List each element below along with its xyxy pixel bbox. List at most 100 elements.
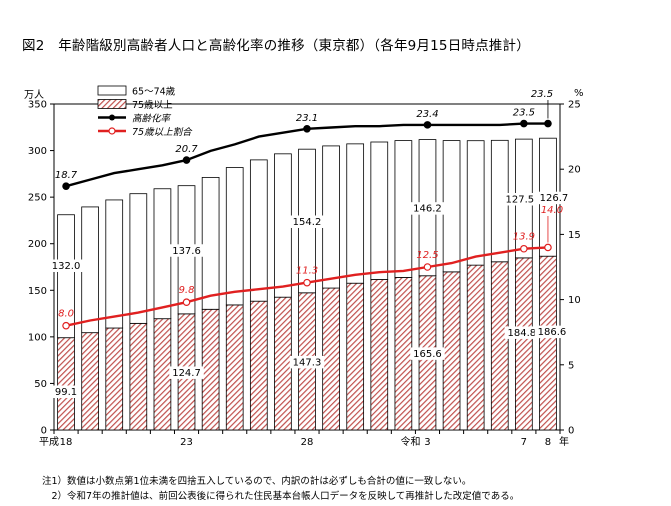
age65-74-data-label: 154.2 [293, 217, 322, 228]
bar-65-74 [129, 193, 148, 324]
bar-over75 [81, 332, 99, 431]
right-axis-tick-label: 20 [568, 165, 581, 176]
legend-label: 75歳以上割合 [132, 126, 193, 138]
x-tick-label: 28 [301, 437, 314, 448]
x-era-label: 平成 [39, 436, 59, 448]
aging-rate-point [423, 121, 432, 129]
footnote-2: 2）令和7年の推計値は、前回公表後に得られた住民基本台帳人口データを反映して再推… [42, 491, 520, 502]
age65-74-data-label-bg [289, 215, 325, 228]
bar-65-74 [57, 214, 75, 339]
over75-ratio-point [62, 321, 70, 330]
aging-rate-point [520, 119, 528, 128]
age65-74-data-label-bg [48, 259, 84, 272]
right-axis-tick-label: 10 [568, 295, 581, 306]
aging-rate-data-label: 23.1 [296, 113, 318, 124]
aging-rate-point [303, 124, 311, 133]
left-axis-tick-label: 50 [34, 379, 47, 390]
left-axis-tick-label: 350 [28, 100, 47, 111]
bar-65-74 [153, 188, 172, 320]
bar-over75 [466, 264, 485, 431]
bar-65-74 [370, 141, 389, 280]
right-axis-tick-label: 15 [568, 230, 581, 241]
left-axis-tick-label: 0 [41, 426, 47, 437]
over75-ratio-data-label: 8.0 [58, 309, 74, 320]
bar-over75 [274, 296, 292, 431]
age65-74-data-label-bg [410, 202, 445, 215]
legend-label: 高齢化率 [132, 113, 172, 125]
bar-65-74 [394, 140, 413, 278]
bar-over75 [370, 279, 389, 431]
over75-data-label-bg [169, 366, 204, 379]
bar-65-74 [201, 176, 220, 310]
aging-rate-data-label: 20.7 [175, 144, 198, 155]
aging-rate-point [62, 182, 70, 190]
over75-data-label: 186.6 [538, 327, 567, 338]
bar-65-74 [81, 206, 99, 334]
bar-65-74 [274, 153, 292, 298]
right-axis-tick-label: 5 [568, 360, 574, 371]
bar-over75 [129, 322, 148, 431]
bar-over75 [225, 304, 244, 431]
over75-ratio-data-label: 12.5 [416, 250, 438, 261]
aging-rate-data-label: 23.5 [513, 108, 535, 119]
aging-rate-data-label: 23.5 [531, 89, 553, 100]
bar-over75 [201, 308, 220, 431]
age65-74-data-label-bg [536, 191, 572, 205]
left-axis-tick-label: 250 [28, 193, 47, 204]
bar-over75 [394, 277, 413, 431]
over75-ratio-data-label: 14.0 [541, 205, 563, 216]
bar-over75 [322, 287, 340, 431]
x-year-suffix: 年 [559, 435, 569, 448]
x-era-label: 令和 [400, 435, 420, 448]
legend-swatch-over75 [97, 99, 127, 109]
bar-over75 [442, 271, 461, 431]
over75-ratio-data-label: 9.8 [179, 285, 195, 296]
footnotes: 注1）数値は小数点第1位未満を四捨五入しているので、内訳の計は必ずしも合計の値に… [42, 474, 519, 504]
age65-74-data-label: 146.2 [413, 204, 442, 215]
x-tick-label: 8 [545, 437, 551, 448]
over75-ratio-data-label: 11.3 [296, 266, 318, 277]
bar-over75 [105, 327, 124, 431]
aging-rate-point [544, 119, 552, 128]
over75-data-label-bg [51, 385, 81, 398]
bar-65-74 [442, 140, 461, 273]
over75-ratio-point [544, 243, 552, 252]
age65-74-data-label-bg [169, 244, 204, 257]
bar-65-74 [322, 145, 340, 289]
bar-65-74 [346, 143, 365, 284]
bar-65-74 [249, 159, 268, 302]
over75-data-label: 184.8 [508, 328, 537, 339]
legend-marker-aging-rate [109, 114, 115, 121]
legend-marker-over75-ratio [108, 127, 116, 135]
bar-over75 [57, 337, 75, 431]
bar-over75 [153, 318, 172, 431]
legend-label: 75歳以上 [132, 99, 173, 111]
footnote-1: 注1）数値は小数点第1位未満を四捨五入しているので、内訳の計は必ずしも合計の値に… [42, 476, 472, 487]
left-axis-unit: 万人 [24, 89, 44, 101]
x-tick-label: 23 [180, 437, 193, 448]
age65-74-data-label: 126.7 [540, 193, 569, 204]
bar-65-74 [225, 167, 244, 306]
over75-data-label: 165.6 [413, 349, 442, 360]
right-axis-tick-label: 0 [568, 426, 574, 437]
over75-data-label: 124.7 [172, 368, 201, 379]
bar-65-74 [466, 140, 485, 266]
over75-ratio-data-label: 13.9 [513, 232, 535, 243]
over75-data-label-bg [534, 325, 570, 339]
over75-ratio-point [182, 298, 191, 307]
left-axis-tick-label: 300 [28, 146, 47, 157]
aging-rate-point [182, 156, 191, 164]
chart-title: 図2 年齢階級別高齢者人口と高齢化率の推移（東京都）（各年9月15日時点推計） [22, 38, 530, 54]
bar-over75 [539, 255, 557, 431]
over75-data-label-bg [289, 355, 325, 369]
aging-rate-data-label: 23.4 [416, 109, 438, 120]
aging-rate-data-label: 18.7 [55, 170, 78, 181]
right-axis-tick-label: 25 [568, 100, 581, 111]
bar-over75 [249, 300, 268, 431]
legend-swatch-65-74 [97, 85, 127, 96]
over75-ratio-point [423, 263, 432, 271]
legend-label: 65～74歳 [132, 86, 176, 98]
over75-data-label-bg [410, 347, 445, 360]
x-tick-label: 3 [424, 437, 430, 448]
